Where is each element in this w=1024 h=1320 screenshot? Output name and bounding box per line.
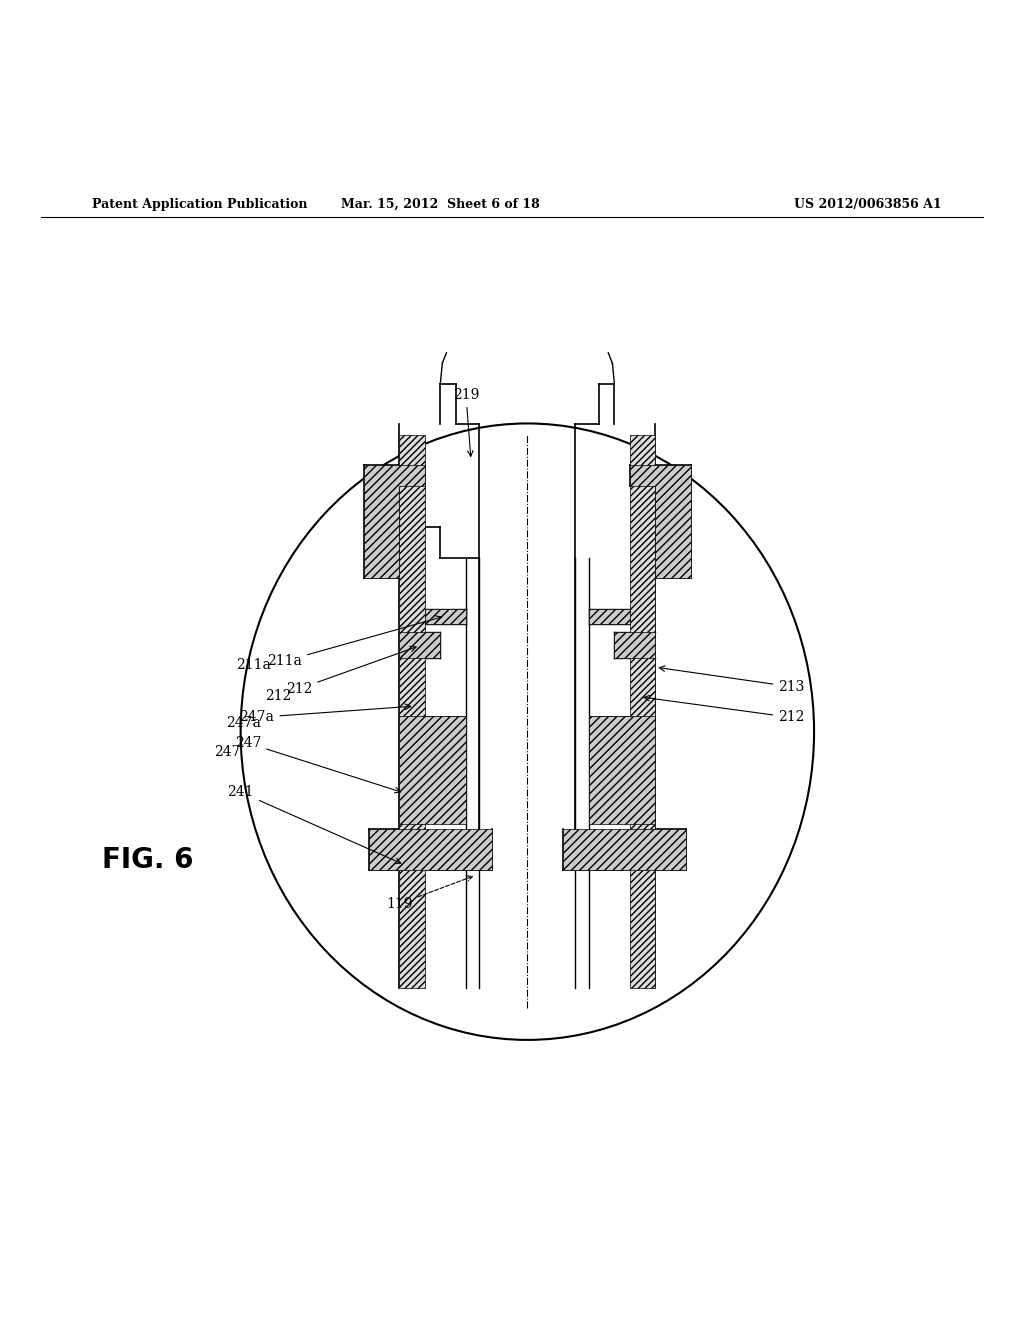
Polygon shape	[399, 717, 466, 824]
Text: US 2012/0063856 A1: US 2012/0063856 A1	[795, 198, 942, 211]
Polygon shape	[425, 609, 466, 624]
Text: 219: 219	[453, 388, 479, 457]
Text: Mar. 15, 2012  Sheet 6 of 18: Mar. 15, 2012 Sheet 6 of 18	[341, 198, 540, 211]
Text: 211a: 211a	[267, 616, 441, 668]
Text: 212: 212	[265, 689, 292, 702]
Text: 241: 241	[227, 785, 400, 863]
Polygon shape	[399, 434, 425, 987]
Text: 119: 119	[386, 875, 472, 911]
Text: FIG. 6: FIG. 6	[102, 846, 194, 874]
Text: 211a: 211a	[237, 659, 271, 672]
Polygon shape	[563, 829, 686, 870]
Polygon shape	[589, 609, 630, 624]
Text: 247: 247	[214, 746, 241, 759]
Polygon shape	[364, 466, 425, 578]
Text: 212: 212	[644, 696, 805, 725]
Text: 247a: 247a	[240, 704, 411, 725]
Polygon shape	[369, 829, 492, 870]
Polygon shape	[614, 632, 655, 657]
Text: 213: 213	[659, 665, 805, 694]
Polygon shape	[399, 632, 440, 657]
Text: 247a: 247a	[226, 717, 261, 730]
Text: 247: 247	[234, 737, 400, 793]
Text: Patent Application Publication: Patent Application Publication	[92, 198, 307, 211]
Text: 212: 212	[286, 647, 416, 696]
Polygon shape	[630, 434, 655, 987]
Polygon shape	[589, 717, 655, 824]
Polygon shape	[630, 466, 691, 578]
